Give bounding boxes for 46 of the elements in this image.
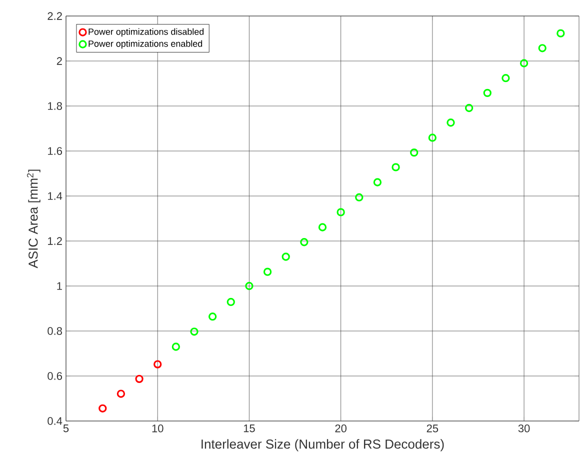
y-tick-label: 1.2 [48, 237, 62, 245]
y-tick-label: 2 [56, 57, 62, 65]
y-tick-label: 2.2 [48, 12, 62, 20]
point [483, 88, 492, 98]
point [154, 360, 162, 368]
point [464, 104, 474, 112]
point [336, 208, 345, 216]
point [226, 298, 235, 306]
y-tick-label: 1.8 [48, 102, 62, 110]
point [428, 134, 437, 142]
point [502, 74, 510, 82]
legend-label: Power optimizations enabled [88, 40, 202, 49]
point [373, 178, 382, 186]
y-tick-label: 1.6 [48, 147, 62, 155]
point [538, 44, 546, 52]
point [98, 404, 107, 412]
point [172, 342, 180, 351]
point [355, 193, 364, 202]
y-tick-label: 1.4 [48, 192, 62, 200]
x-tick-label: 20 [335, 424, 347, 432]
point [263, 268, 272, 276]
point [190, 328, 198, 336]
point [135, 374, 144, 384]
point [446, 118, 455, 127]
y-tick-label: 0.8 [48, 327, 62, 335]
y-axis-title: ASIC Area [mm$^{2}$] [26, 170, 40, 268]
point [556, 29, 565, 38]
point [282, 252, 290, 261]
point [520, 59, 528, 68]
x-tick-label: 30 [518, 424, 530, 432]
x-tick-label: 15 [244, 424, 255, 432]
x-tick-label: 5 [63, 424, 69, 432]
x-tick-label: 25 [426, 424, 438, 432]
point [392, 163, 400, 172]
y-tick-label: 0.6 [48, 372, 62, 380]
legend-label: Power optimizations disabled [88, 28, 204, 37]
point [116, 390, 126, 398]
point [300, 238, 308, 246]
y-tick-label: 1 [57, 282, 62, 290]
point [208, 312, 217, 321]
point [410, 148, 418, 157]
point [245, 282, 254, 290]
x-tick-label: 10 [152, 424, 164, 432]
point [318, 223, 327, 232]
y-tick-label: 0.4 [48, 417, 62, 425]
x-axis-title: Interleaver Size (Number of RS Decoders) [202, 439, 444, 452]
